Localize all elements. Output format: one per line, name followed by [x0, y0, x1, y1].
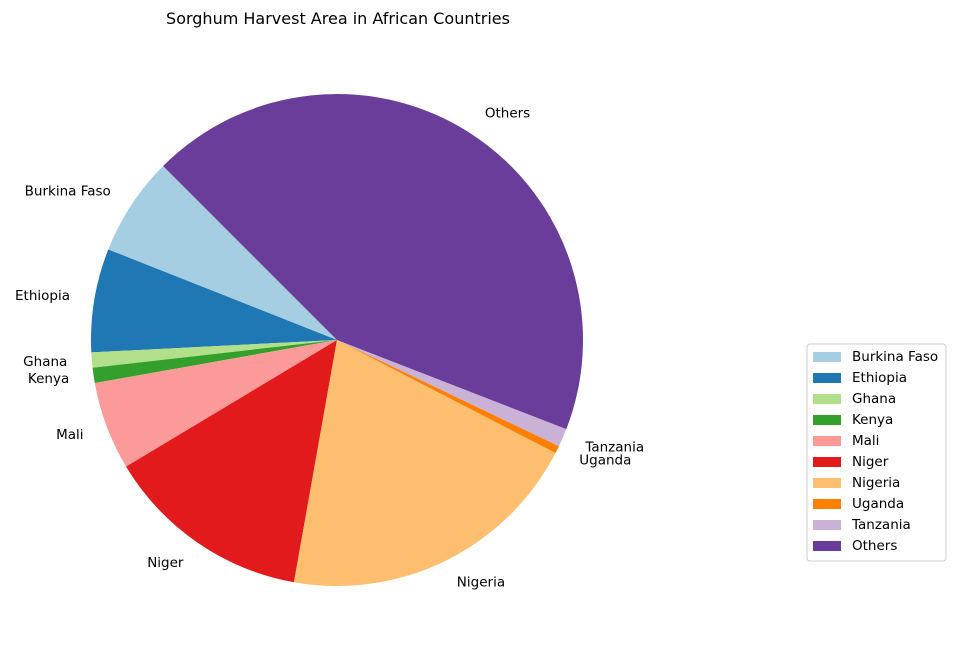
slice-label-others: Others: [485, 105, 530, 121]
legend-label-uganda: Uganda: [852, 496, 904, 512]
legend-label-others: Others: [852, 538, 897, 554]
legend-swatch-others: [813, 541, 841, 551]
pie-slice-ethiopia: [90, 249, 337, 353]
pie-slice-kenya: [92, 340, 337, 384]
slice-label-mali: Mali: [56, 427, 83, 443]
slice-label-kenya: Kenya: [28, 371, 69, 387]
legend-label-ethiopia: Ethiopia: [852, 370, 907, 386]
legend-label-tanzania: Tanzania: [851, 517, 911, 533]
chart-title: Sorghum Harvest Area in African Countrie…: [166, 9, 510, 28]
slice-label-tanzania: Tanzania: [584, 439, 644, 455]
pie-slice-others: [163, 94, 583, 430]
slice-label-burkina-faso: Burkina Faso: [25, 183, 111, 199]
legend-label-mali: Mali: [852, 433, 879, 449]
slice-label-uganda: Uganda: [579, 453, 631, 469]
legend-swatch-niger: [813, 457, 841, 467]
legend-swatch-ghana: [813, 394, 841, 404]
legend-label-niger: Niger: [852, 454, 889, 470]
pie-slices: [90, 94, 583, 586]
legend-frame: [806, 343, 947, 562]
legend-label-ghana: Ghana: [852, 391, 896, 407]
legend-swatch-kenya: [813, 415, 841, 425]
pie-slice-uganda: [337, 340, 559, 454]
pie-slice-burkina-faso: [108, 166, 337, 340]
pie-slice-ghana: [91, 340, 338, 368]
slice-label-ethiopia: Ethiopia: [15, 288, 70, 304]
slice-label-niger: Niger: [147, 555, 184, 571]
legend: Burkina Faso Ethiopia Ghana Kenya Mali Niger N…: [806, 343, 947, 562]
legend-swatch-burkina-faso: [813, 352, 841, 362]
pie-slice-tanzania: [337, 340, 567, 447]
legend-swatch-mali: [813, 436, 841, 446]
pie-slice-nigeria: [293, 340, 556, 586]
legend-swatch-nigeria: [813, 478, 841, 488]
legend-label-burkina-faso: Burkina Faso: [852, 349, 938, 365]
legend-label-nigeria: Nigeria: [852, 475, 900, 491]
pie-slice-niger: [126, 340, 338, 583]
slice-label-nigeria: Nigeria: [457, 575, 505, 591]
legend-swatch-ethiopia: [813, 373, 841, 383]
pie-slice-mali: [94, 340, 337, 467]
legend-swatch-uganda: [813, 499, 841, 509]
legend-label-kenya: Kenya: [852, 412, 893, 428]
legend-swatch-tanzania: [813, 520, 841, 530]
legend-items: Burkina Faso Ethiopia Ghana Kenya Mali Niger N…: [813, 349, 938, 554]
slice-label-ghana: Ghana: [23, 354, 67, 370]
